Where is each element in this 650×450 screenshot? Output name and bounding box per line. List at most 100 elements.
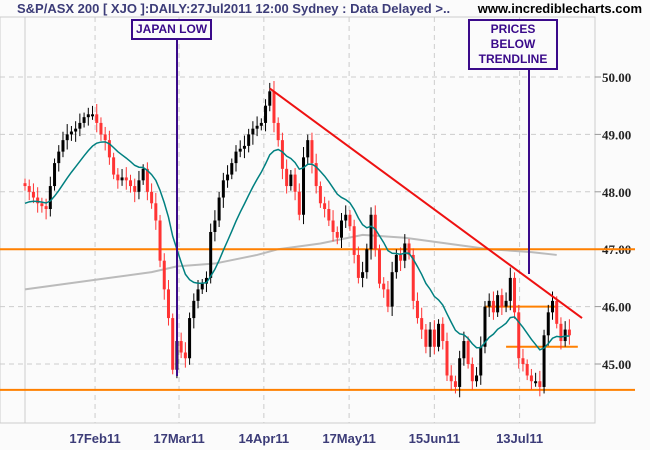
candle-body: [242, 145, 246, 149]
candle-body: [352, 226, 356, 255]
y-tick-label: 49.00: [602, 127, 631, 142]
candle-body: [432, 329, 436, 347]
y-tick-label: 46.00: [602, 300, 631, 315]
candle-body: [491, 300, 495, 313]
candle-body: [483, 306, 487, 347]
candle-body: [48, 186, 52, 210]
candle-body: [293, 174, 297, 192]
candle-body: [78, 122, 82, 129]
candle-body: [365, 249, 369, 273]
candle-body: [116, 174, 120, 181]
candle-body: [268, 91, 272, 106]
candle-body: [86, 114, 90, 118]
candle-body: [546, 312, 550, 336]
x-tick-label: 17Mar11: [153, 431, 204, 446]
candle-body: [344, 214, 348, 221]
candle-body: [196, 289, 200, 301]
candle-body: [348, 214, 352, 227]
annotation-prices-below-trendline: PRICES BELOW TRENDLINE: [468, 19, 558, 70]
candle-body: [107, 140, 111, 158]
candle-body: [200, 283, 204, 290]
candle-body: [129, 180, 132, 187]
candle-body: [394, 254, 398, 273]
candle-body: [453, 381, 457, 387]
candle-body: [141, 168, 145, 181]
candle-body: [179, 341, 183, 353]
candle-body: [500, 295, 504, 307]
candle-body: [390, 272, 394, 307]
x-tick-label: 17May11: [322, 431, 376, 446]
candle-body: [251, 128, 255, 135]
candle-body: [513, 277, 517, 313]
candle-body: [534, 381, 538, 384]
y-tick-label: 50.00: [602, 70, 631, 85]
candle-body: [470, 364, 474, 382]
candle-body: [259, 122, 263, 126]
candle-body: [247, 134, 251, 146]
candle-body: [162, 260, 166, 290]
candle-body: [204, 277, 208, 284]
candle-body: [226, 174, 230, 181]
candle-body: [120, 177, 124, 181]
candle-body: [373, 214, 377, 250]
candle-body: [95, 114, 99, 123]
candle-body: [27, 186, 31, 192]
candle-body: [124, 177, 128, 181]
candle-body: [188, 318, 192, 359]
candle-body: [150, 191, 154, 204]
candle-body: [82, 117, 86, 123]
candle-body: [551, 300, 554, 313]
candle-body: [44, 206, 48, 210]
candle-body: [103, 134, 107, 141]
candle-body: [310, 140, 314, 164]
candle-body: [521, 358, 525, 364]
candle-body: [145, 168, 149, 192]
candle-body: [449, 375, 453, 382]
candle-body: [323, 203, 327, 210]
candle-body: [272, 91, 276, 123]
candle-body: [382, 283, 386, 290]
candle-body: [559, 323, 563, 342]
candle-body: [424, 329, 428, 347]
candle-body: [508, 277, 512, 301]
candle-body: [74, 128, 78, 132]
candle-body: [318, 186, 322, 204]
candle-body: [487, 300, 491, 307]
candle-body: [340, 220, 343, 238]
candle-body: [302, 157, 306, 215]
candle-body: [458, 358, 462, 387]
candle-body: [403, 243, 407, 261]
candle-body: [411, 254, 415, 301]
candle-body: [65, 134, 69, 141]
candle-body: [69, 131, 73, 135]
candle-body: [529, 375, 533, 382]
fast-moving-average: [24, 141, 570, 351]
candle-body: [31, 191, 35, 198]
candle-body: [420, 318, 424, 330]
candle-body: [217, 197, 221, 221]
candle-body: [255, 125, 259, 129]
candle-body: [306, 140, 310, 158]
y-tick-label: 45.00: [602, 357, 631, 372]
candle-body: [53, 163, 57, 187]
candle-body: [542, 335, 546, 387]
candle-body: [504, 300, 508, 307]
plot-area: [0, 16, 596, 424]
candle-body: [91, 114, 95, 117]
candle-body: [415, 300, 419, 319]
candle-body: [361, 272, 365, 278]
candle-body: [466, 341, 470, 364]
candle-body: [40, 203, 44, 207]
candle-body: [517, 312, 521, 359]
annotation-japan-low: JAPAN LOW: [131, 19, 213, 40]
candle-body: [285, 168, 289, 187]
chart-title: S&P/ASX 200 [ XJO ]:DAILY:27Jul2011 12:0…: [17, 1, 451, 16]
candle-body: [555, 300, 559, 324]
candle-body: [221, 180, 225, 198]
x-tick-label: 14Apr11: [239, 431, 290, 446]
candle-body: [525, 364, 529, 376]
candle-body: [23, 183, 27, 187]
candle-body: [264, 105, 268, 123]
